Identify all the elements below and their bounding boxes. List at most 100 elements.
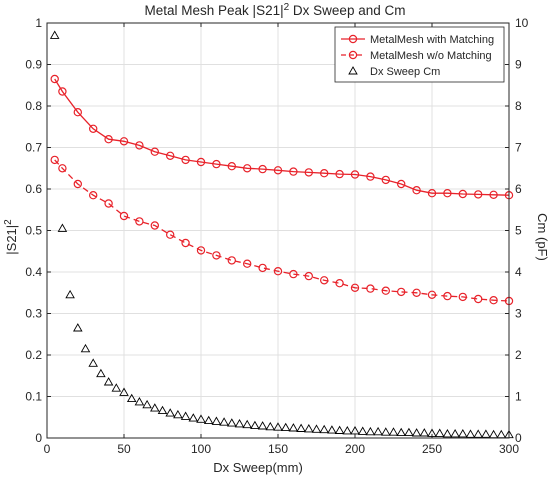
- data-point: [126, 393, 137, 403]
- y-right-tick-label: 8: [515, 99, 522, 113]
- data-point: [50, 155, 59, 165]
- data-point: [474, 190, 483, 199]
- legend-box: [334, 26, 505, 83]
- data-point: [288, 423, 299, 432]
- data-point: [165, 408, 175, 417]
- data-point: [80, 343, 91, 353]
- x-tick-label: 100: [191, 442, 211, 456]
- y-right-tick-label: 1: [515, 390, 522, 404]
- data-point: [196, 414, 206, 423]
- data-point: [165, 151, 175, 160]
- data-point: [73, 107, 83, 117]
- data-point: [196, 157, 206, 167]
- data-point: [434, 428, 445, 437]
- series-line: [54, 159, 510, 302]
- data-point: [342, 425, 353, 435]
- data-point: [366, 284, 375, 293]
- data-point: [242, 419, 252, 429]
- data-point: [212, 159, 221, 169]
- y-left-tick-label: 0.3: [25, 307, 42, 321]
- data-point: [57, 223, 68, 232]
- legend-label-without-matching: MetalMesh w/o Matching: [370, 50, 492, 62]
- data-point: [273, 267, 283, 276]
- data-point: [88, 358, 98, 367]
- data-point: [443, 291, 452, 301]
- data-point: [73, 323, 83, 332]
- legend-label-cm: Dx Sweep Cm: [370, 66, 440, 78]
- data-point: [388, 427, 399, 436]
- data-point: [135, 141, 144, 150]
- data-point: [211, 416, 222, 425]
- legend-label-with-matching: MetalMesh with Matching: [370, 34, 494, 46]
- data-point: [227, 256, 236, 265]
- y-right-tick-label: 5: [515, 224, 522, 238]
- data-point: [188, 413, 199, 422]
- data-point: [427, 290, 437, 299]
- data-point: [280, 422, 291, 432]
- x-tick-label: 300: [499, 442, 519, 456]
- data-point: [320, 276, 329, 285]
- x-tick-label: 200: [345, 442, 365, 456]
- data-point: [411, 428, 422, 437]
- data-point: [397, 287, 406, 297]
- series-line: [54, 78, 510, 196]
- data-point: [373, 426, 383, 436]
- data-point: [135, 217, 144, 226]
- data-point: [150, 221, 159, 230]
- data-point: [258, 263, 267, 273]
- data-point: [450, 428, 460, 438]
- data-point: [427, 428, 437, 437]
- data-point: [443, 188, 452, 198]
- data-point: [334, 425, 345, 434]
- y-left-tick-label: 0.9: [25, 58, 42, 72]
- data-point: [304, 168, 313, 177]
- y-right-tick-label: 9: [515, 58, 522, 72]
- data-point: [273, 422, 283, 431]
- data-point: [227, 161, 236, 171]
- data-point: [381, 427, 391, 436]
- data-point: [458, 189, 467, 199]
- data-point: [181, 238, 190, 248]
- data-point: [265, 421, 276, 431]
- data-point: [165, 230, 175, 239]
- data-point: [219, 417, 229, 426]
- data-point: [357, 426, 368, 435]
- data-point: [327, 425, 337, 434]
- data-point: [181, 155, 190, 165]
- data-point: [103, 377, 114, 386]
- data-point: [104, 134, 113, 144]
- data-point: [242, 164, 252, 173]
- data-point: [119, 137, 129, 146]
- data-point: [212, 251, 221, 260]
- data-point: [49, 30, 60, 39]
- y-left-tick-label: 1: [35, 16, 42, 30]
- data-point: [381, 286, 390, 295]
- legend-marker-with-matching: [348, 34, 358, 44]
- data-point: [96, 368, 106, 378]
- data-point: [412, 288, 421, 297]
- data-point: [196, 246, 206, 255]
- data-point: [157, 405, 168, 415]
- data-point: [65, 289, 75, 299]
- legend: MetalMesh with Matching MetalMesh w/o Ma…: [334, 26, 505, 83]
- data-point: [104, 199, 113, 208]
- y-axis-right-label: Cm (pF): [535, 213, 550, 261]
- data-point: [396, 427, 406, 437]
- x-axis-label: Dx Sweep(mm): [213, 460, 303, 475]
- y-axis-left-label: |S21|2: [3, 219, 19, 255]
- data-point: [257, 421, 268, 430]
- data-point: [350, 170, 360, 179]
- legend-marker-cm: [348, 66, 358, 75]
- data-point: [142, 399, 152, 409]
- data-point: [458, 428, 468, 438]
- data-point: [289, 167, 298, 176]
- data-point: [474, 294, 483, 304]
- data-point: [311, 424, 322, 433]
- series-layer: [49, 30, 514, 439]
- y-left-tick-label: 0: [35, 431, 42, 445]
- legend-item-cm: Dx Sweep Cm: [348, 66, 440, 78]
- y-left-tick-label: 0.4: [25, 265, 42, 279]
- data-point: [58, 87, 67, 96]
- y-right-tick-label: 4: [515, 265, 522, 279]
